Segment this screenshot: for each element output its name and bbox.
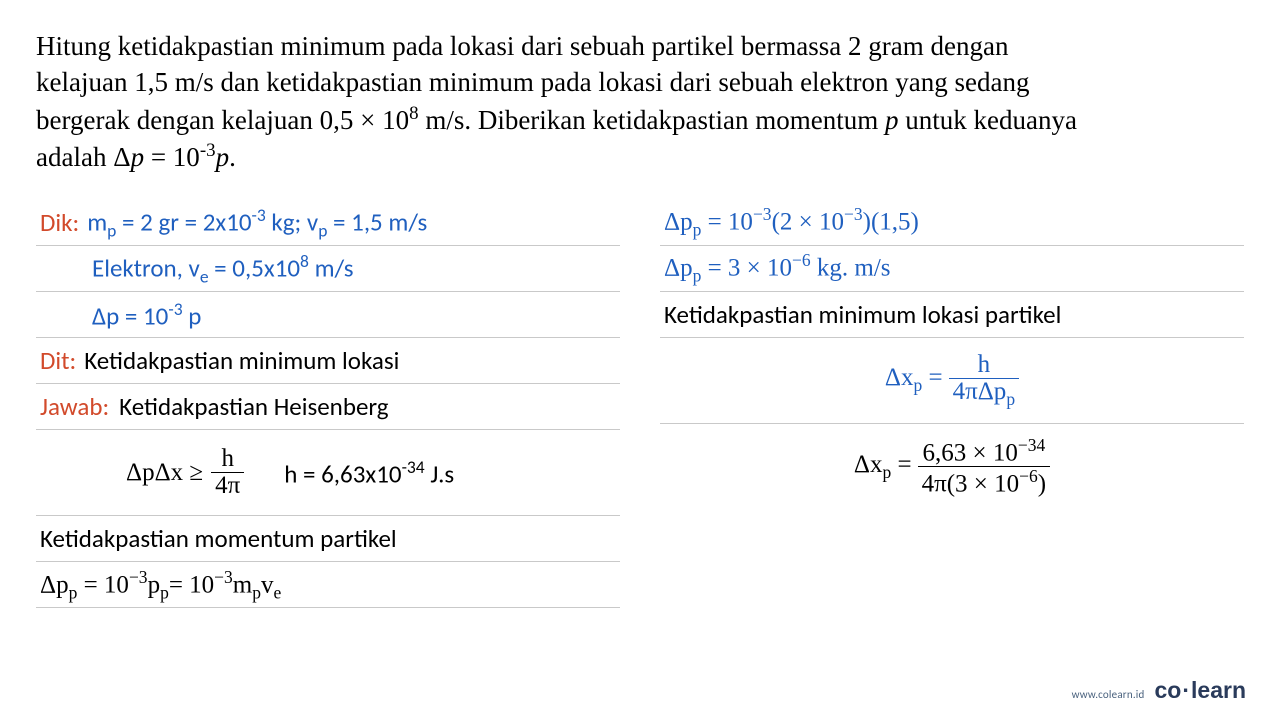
q-line2: kelajuan 1,5 m/s dan ketidakpastian mini…	[36, 67, 1030, 97]
r5: Δxp = 6,63 × 10−34 4π(3 × 10−6)	[660, 424, 1244, 510]
q-line4-end: .	[229, 142, 236, 172]
left-column: Dik: mp = 2 gr = 2x10-3 kg; vp = 1,5 m/s…	[36, 200, 620, 609]
q-line3-b: m/s. Diberikan ketidakpastian momentum	[419, 105, 885, 135]
dik-row-1: Dik: mp = 2 gr = 2x10-3 kg; vp = 1,5 m/s	[36, 200, 620, 246]
mom-eq: Δpp = 10−3pp= 10−3mpve	[40, 567, 281, 603]
q-line4-b: = 10	[144, 142, 200, 172]
jawab-label: Jawab:	[40, 391, 109, 422]
frac-h-4pi: h 4π	[211, 446, 244, 500]
r5-eq: Δxp = 6,63 × 10−34 4π(3 × 10−6)	[854, 436, 1050, 498]
dik-row-2: Elektron, ve = 0,5x108 m/s	[36, 246, 620, 292]
q-line4-exp: -3	[200, 140, 216, 161]
q-line4-p2: p	[216, 142, 230, 172]
r1: Δpp = 10−3(2 × 10−3)(1,5)	[660, 200, 1244, 246]
r2: Δpp = 3 × 10−6 kg. m/s	[660, 246, 1244, 292]
r3: Ketidakpastian minimum lokasi partikel	[660, 292, 1244, 338]
q-line3-c: untuk keduanya	[898, 105, 1076, 135]
r1-eq: Δpp = 10−3(2 × 10−3)(1,5)	[664, 204, 919, 240]
dik-row-3: Δp = 10-3 p	[36, 292, 620, 338]
jawab-row: Jawab: Ketidakpastian Heisenberg	[36, 384, 620, 430]
dit-row: Dit: Ketidakpastian minimum lokasi	[36, 338, 620, 384]
page: Hitung ketidakpastian minimum pada lokas…	[0, 0, 1280, 720]
r3-text: Ketidakpastian minimum lokasi partikel	[664, 299, 1061, 330]
r4-eq: Δxp = h 4πΔpp	[885, 352, 1019, 409]
dit-text: Ketidakpastian minimum lokasi	[84, 345, 399, 376]
question-text: Hitung ketidakpastian minimum pada lokas…	[36, 28, 1244, 176]
q-line4-p: p	[131, 142, 145, 172]
q-line1: Hitung ketidakpastian minimum pada lokas…	[36, 31, 1009, 61]
frac-h-4pidp: h 4πΔpp	[949, 352, 1019, 409]
jawab-text: Ketidakpastian Heisenberg	[119, 391, 388, 422]
footer: www.colearn.id co·learn	[1072, 677, 1246, 704]
mom-title: Ketidakpastian momentum partikel	[40, 523, 397, 554]
dik1: mp = 2 gr = 2x10-3 kg; vp = 1,5 m/s	[87, 204, 427, 241]
mom-title-row: Ketidakpastian momentum partikel	[36, 516, 620, 562]
heisenberg-row: ΔpΔx ≥ h 4π h = 6,63x10-34 J.s	[36, 430, 620, 516]
footer-logo: co·learn	[1155, 677, 1247, 704]
dik2: Elektron, ve = 0,5x108 m/s	[92, 250, 354, 287]
q-line4-a: adalah Δ	[36, 142, 131, 172]
r4: Δxp = h 4πΔpp	[660, 338, 1244, 424]
q-line3-a: bergerak dengan kelajuan 0,5 × 10	[36, 105, 409, 135]
footer-url: www.colearn.id	[1072, 688, 1145, 701]
h-value: h = 6,63x10-34 J.s	[284, 456, 454, 489]
q-line3-p: p	[885, 105, 899, 135]
dik-label: Dik:	[40, 207, 79, 238]
frac-numerical: 6,63 × 10−34 4π(3 × 10−6)	[918, 436, 1051, 498]
mom-eq-row: Δpp = 10−3pp= 10−3mpve	[36, 562, 620, 608]
right-column: Δpp = 10−3(2 × 10−3)(1,5) Δpp = 3 × 10−6…	[660, 200, 1244, 609]
solution-area: Dik: mp = 2 gr = 2x10-3 kg; vp = 1,5 m/s…	[36, 200, 1244, 609]
q-line3-exp: 8	[409, 103, 418, 124]
dik3: Δp = 10-3 p	[92, 298, 201, 331]
r2-eq: Δpp = 3 × 10−6 kg. m/s	[664, 250, 891, 286]
heisenberg-ineq: ΔpΔx ≥ h 4π	[126, 446, 244, 500]
dit-label: Dit:	[40, 345, 76, 376]
